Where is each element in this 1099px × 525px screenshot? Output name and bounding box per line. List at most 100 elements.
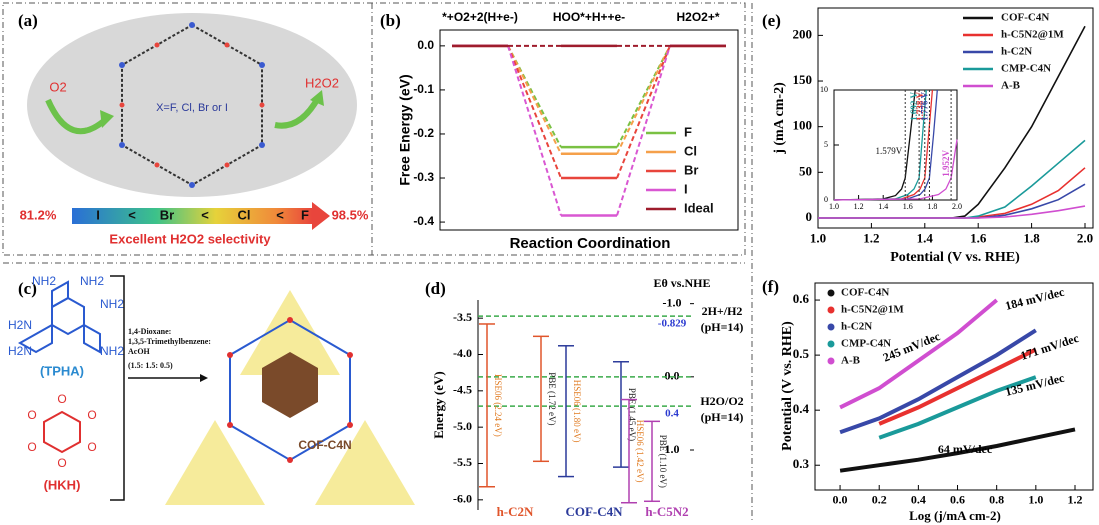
energy-connector — [616, 45, 671, 148]
x-tick-label: 0.2 — [872, 493, 887, 507]
y-tick-label: -5.5 — [453, 455, 472, 469]
category-label: HOO*+H++e- — [553, 10, 625, 24]
x-tick-label: 0.6 — [950, 493, 965, 507]
product-label: COF-C4N — [298, 438, 351, 452]
background-ellipse — [27, 13, 357, 197]
order-item: < — [128, 207, 136, 222]
y-tick-label: -4.5 — [453, 383, 472, 397]
series-line — [833, 139, 958, 201]
scale-min: 81.2% — [20, 207, 57, 222]
ketone: O — [87, 440, 96, 454]
energy-connector — [616, 45, 671, 216]
y2-tick-label: 0.0 — [665, 369, 680, 383]
order-item: I — [96, 207, 100, 222]
legend-marker — [827, 340, 835, 348]
y-tick-label: 0.5 — [793, 346, 810, 361]
redox-value: 0.4 — [665, 408, 679, 420]
onset-label: 1.579V — [875, 146, 902, 156]
order-item: < — [201, 207, 209, 222]
conditions: 1,4-Dioxane: 1,3,5-Trimethylbenzene: AcO… — [128, 327, 211, 370]
y-tick-label: 0.6 — [793, 291, 810, 306]
gap-label: PBE (1.72 eV) — [547, 372, 557, 425]
redox-name: 2H+/H2 — [702, 304, 743, 318]
cof-structure — [165, 290, 415, 505]
y-tick-label: -3.5 — [453, 310, 472, 324]
arrow — [45, 98, 107, 135]
x-tick-label: 1.4 — [917, 231, 934, 246]
arrow — [274, 96, 321, 129]
axis-title: Potential (V vs. RHE) — [780, 321, 795, 451]
axis-title: Log (j/mA cm-2) — [909, 508, 1001, 523]
ketone: O — [27, 440, 36, 454]
material-label: COF-C4N — [565, 504, 623, 519]
ketone: O — [57, 456, 66, 470]
slope-label: 184 mV/dec — [1004, 285, 1067, 313]
scale-max: 98.5% — [332, 207, 369, 222]
panel-label: (a) — [18, 11, 38, 30]
legend-label: h-C5N2@1M — [841, 304, 904, 316]
y2-tick-label: 1.0 — [665, 442, 680, 456]
selectivity-arrow — [312, 202, 330, 230]
x-tick-label: 1.8 — [927, 202, 937, 211]
order-item: F — [301, 207, 309, 222]
y2-tick-label: -1.0 — [663, 295, 682, 309]
slope-label: 135 mV/dec — [1004, 371, 1067, 399]
gap-label: HSE06 (2.24 eV) — [493, 374, 503, 437]
legend-marker — [827, 306, 835, 314]
energy-connector — [507, 45, 562, 179]
axis-title: Energy (eV) — [431, 371, 446, 439]
panel-border — [2, 2, 746, 256]
legend-label: Br — [684, 162, 698, 177]
x-tick-label: 1.0 — [810, 231, 826, 246]
y-tick-label: 0 — [806, 209, 813, 224]
y-tick-label: -0.4 — [413, 214, 434, 228]
onset-label: 1.692 V — [909, 92, 919, 121]
onset-label: 1.738 V — [915, 92, 925, 121]
y-tick-label: -5.0 — [453, 419, 472, 433]
axis-title: Free Energy (eV) — [397, 74, 413, 185]
amine: H2N — [8, 344, 32, 358]
y-tick-label: -4.0 — [453, 346, 472, 360]
y-tick-label: 200 — [793, 26, 813, 41]
y-tick-label: 5 — [824, 140, 828, 149]
amine: NH2 — [100, 297, 124, 311]
y-tick-label: 0.0 — [417, 38, 434, 52]
y-tick-label: 10 — [820, 85, 828, 94]
legend-label: COF-C4N — [841, 287, 889, 299]
hkh-label: (HKH) — [44, 477, 81, 492]
x-tick-label: 0.4 — [911, 493, 926, 507]
x-tick-label: 0.8 — [989, 493, 1004, 507]
x-tick-label: 1.6 — [970, 231, 987, 246]
amine: NH2 — [100, 344, 124, 358]
axis-title: Reaction Coordination — [510, 235, 671, 252]
y-tick-label: 0 — [824, 195, 828, 204]
gap-label: PBE (1.10 eV) — [658, 435, 668, 488]
series-line — [839, 298, 998, 410]
x-tick-label: 2.0 — [1077, 231, 1093, 246]
x-tick-label: 1.8 — [1023, 231, 1040, 246]
panel-label: (f) — [762, 277, 779, 296]
plot-frame — [814, 282, 1094, 491]
ketone: O — [27, 408, 36, 422]
series-line — [818, 205, 1086, 219]
series-line — [878, 347, 1037, 426]
category-label: H2O2+* — [676, 10, 719, 24]
amine: H2N — [8, 318, 32, 332]
x-tick-label: 0.0 — [833, 493, 848, 507]
condition: 1,4-Dioxane: — [128, 327, 171, 336]
substituents: X=F, Cl, Br or I — [156, 102, 228, 114]
plot-frame — [439, 29, 739, 231]
gap-label: PBE (1.45 eV) — [627, 388, 637, 441]
legend-label: I — [684, 181, 688, 196]
arrow-head — [200, 374, 208, 382]
panel-label: (d) — [425, 279, 446, 298]
x-tick-label: 1.2 — [863, 231, 879, 246]
energy-connector — [507, 45, 562, 216]
legend-label: A-B — [1001, 80, 1021, 92]
gap-label: HSE06 (1.80 eV) — [572, 380, 582, 443]
x-tick-label: 2.0 — [952, 202, 962, 211]
ketone: O — [87, 408, 96, 422]
legend-label: h-C2N — [841, 321, 872, 333]
ketone: O — [57, 392, 66, 406]
order-item: Br — [160, 207, 174, 222]
